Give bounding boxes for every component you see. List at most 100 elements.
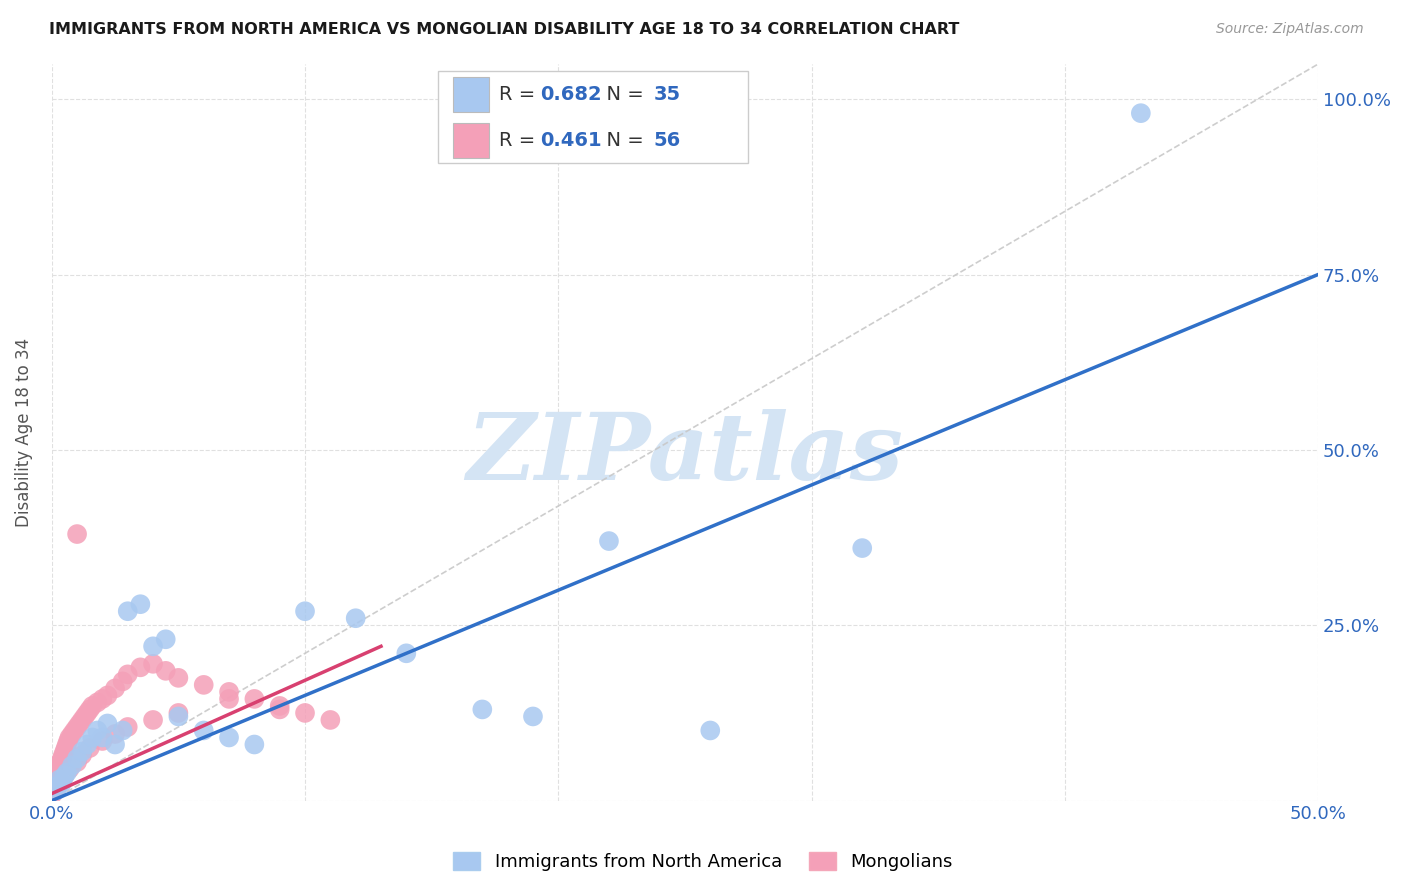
Point	[471, 702, 494, 716]
Point	[46, 762, 69, 776]
Point	[91, 692, 114, 706]
Point	[129, 660, 152, 674]
Point	[58, 731, 80, 745]
Point	[79, 741, 101, 756]
Point	[86, 695, 108, 709]
Point	[111, 723, 134, 738]
Point	[167, 671, 190, 685]
Point	[155, 664, 177, 678]
Point	[53, 745, 76, 759]
Point	[167, 706, 190, 720]
Point	[69, 716, 91, 731]
Point	[52, 747, 75, 762]
Y-axis label: Disability Age 18 to 34: Disability Age 18 to 34	[15, 338, 32, 527]
Point	[56, 765, 79, 780]
Point	[294, 604, 316, 618]
Point	[70, 745, 93, 759]
Point	[167, 709, 190, 723]
Point	[117, 667, 139, 681]
Point	[70, 713, 93, 727]
Point	[96, 689, 118, 703]
Point	[51, 776, 73, 790]
Text: R =: R =	[499, 131, 541, 150]
Point	[142, 640, 165, 654]
Point	[42, 783, 65, 797]
Point	[82, 698, 104, 713]
Point	[55, 741, 77, 756]
Point	[60, 727, 83, 741]
Point	[45, 765, 67, 780]
Point	[193, 723, 215, 738]
Point	[60, 758, 83, 772]
Point	[91, 731, 114, 745]
Point	[53, 769, 76, 783]
Text: 0.461: 0.461	[540, 131, 602, 150]
Point	[45, 772, 67, 787]
Point	[269, 698, 291, 713]
Point	[48, 758, 70, 772]
Point	[598, 534, 620, 549]
Point	[129, 597, 152, 611]
Point	[48, 776, 70, 790]
Point	[851, 541, 873, 555]
Point	[193, 678, 215, 692]
Point	[53, 769, 76, 783]
Point	[44, 776, 66, 790]
Bar	[453, 77, 489, 112]
Point	[218, 692, 240, 706]
Point	[44, 780, 66, 794]
Point	[155, 632, 177, 647]
Point	[45, 769, 67, 783]
Point	[218, 685, 240, 699]
Text: R =: R =	[499, 85, 541, 104]
Point	[51, 751, 73, 765]
Point	[63, 723, 86, 738]
Point	[218, 731, 240, 745]
Point	[42, 787, 65, 801]
Text: 0.682: 0.682	[540, 85, 602, 104]
Point	[48, 772, 70, 787]
Text: ZIPatlas: ZIPatlas	[467, 409, 904, 500]
Point	[66, 751, 89, 765]
Point	[58, 734, 80, 748]
Point	[58, 762, 80, 776]
Point	[79, 702, 101, 716]
FancyBboxPatch shape	[439, 71, 748, 163]
Point	[344, 611, 367, 625]
Point	[56, 738, 79, 752]
Point	[49, 755, 72, 769]
Point	[243, 738, 266, 752]
Point	[96, 716, 118, 731]
Point	[66, 755, 89, 769]
Point	[319, 713, 342, 727]
Point	[243, 692, 266, 706]
Point	[91, 734, 114, 748]
Point	[1129, 106, 1152, 120]
Text: Source: ZipAtlas.com: Source: ZipAtlas.com	[1216, 22, 1364, 37]
Point	[294, 706, 316, 720]
Point	[44, 780, 66, 794]
Legend: Immigrants from North America, Mongolians: Immigrants from North America, Mongolian…	[446, 845, 960, 879]
Point	[70, 747, 93, 762]
Point	[104, 681, 127, 696]
Point	[142, 657, 165, 671]
Text: N =: N =	[593, 131, 650, 150]
Point	[76, 738, 98, 752]
Text: 56: 56	[654, 131, 681, 150]
Point	[86, 723, 108, 738]
Point	[117, 720, 139, 734]
Bar	[453, 123, 489, 158]
Point	[269, 702, 291, 716]
Point	[66, 720, 89, 734]
Point	[104, 727, 127, 741]
Point	[699, 723, 721, 738]
Point	[142, 713, 165, 727]
Point	[395, 646, 418, 660]
Point	[82, 731, 104, 745]
Text: IMMIGRANTS FROM NORTH AMERICA VS MONGOLIAN DISABILITY AGE 18 TO 34 CORRELATION C: IMMIGRANTS FROM NORTH AMERICA VS MONGOLI…	[49, 22, 959, 37]
Point	[73, 709, 96, 723]
Point	[104, 738, 127, 752]
Point	[111, 674, 134, 689]
Point	[76, 706, 98, 720]
Point	[66, 527, 89, 541]
